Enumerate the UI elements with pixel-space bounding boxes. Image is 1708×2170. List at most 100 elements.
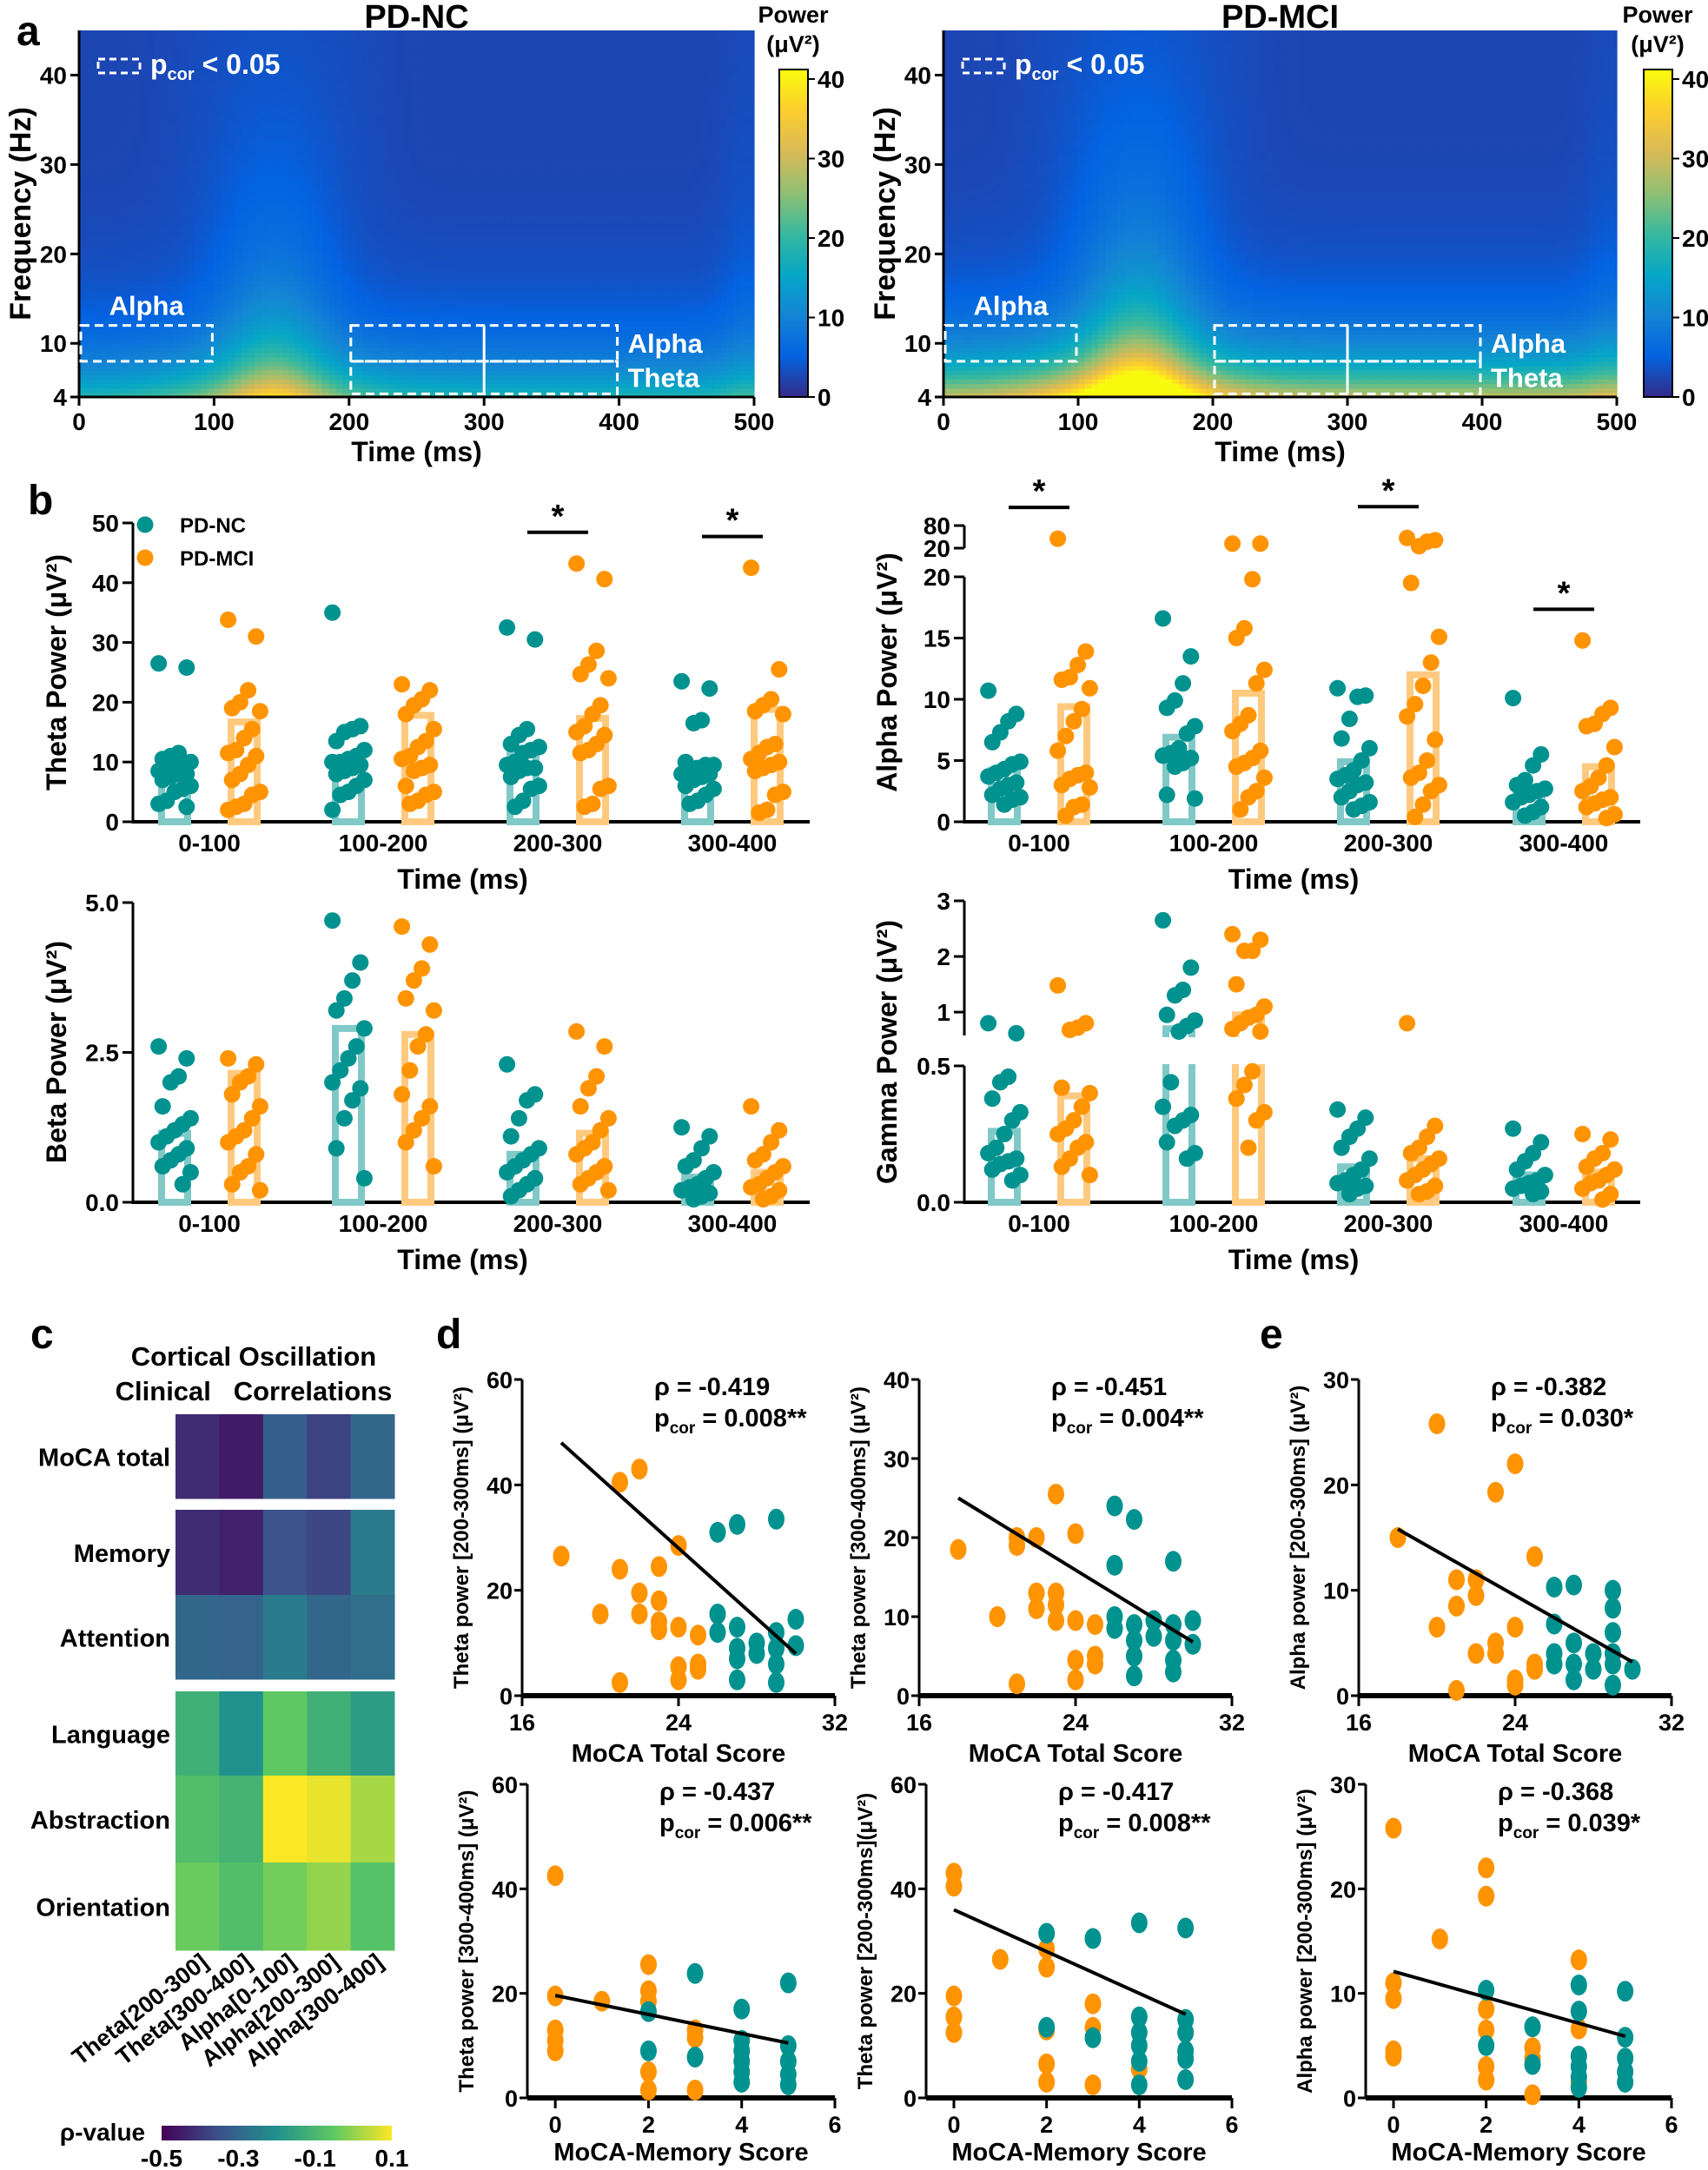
heatmap-cell: [79, 39, 87, 45]
heatmap-cell: [200, 200, 209, 206]
heatmap-cell: [457, 235, 465, 241]
heatmap-cell: [308, 35, 316, 40]
heatmap-cell: [85, 119, 94, 125]
heatmap-cell: [146, 66, 155, 71]
heatmap-cell: [301, 169, 309, 175]
heatmap-cell: [153, 142, 161, 148]
heatmap-cell: [261, 276, 269, 281]
heatmap-cell: [396, 173, 404, 179]
heatmap-cell: [301, 321, 309, 327]
heatmap-cell: [281, 208, 289, 215]
heatmap-cell: [275, 182, 282, 188]
heatmap-cell: [436, 339, 445, 344]
heatmap-cell: [275, 302, 282, 308]
heatmap-cell: [423, 66, 431, 71]
heatmap-cell: [362, 62, 370, 67]
heatmap-cell: [241, 142, 248, 148]
heatmap-cell: [139, 240, 148, 246]
heatmap-cell: [112, 35, 121, 40]
heatmap-cell: [396, 35, 404, 40]
heatmap-cell: [85, 387, 94, 394]
heatmap-cell: [314, 383, 323, 389]
heatmap-cell: [146, 254, 155, 260]
heatmap-cell: [194, 325, 202, 331]
heatmap-cell: [173, 294, 182, 300]
heatmap-cell: [314, 129, 323, 134]
heatmap-cell: [463, 312, 472, 317]
heatmap-cell: [314, 124, 323, 129]
heatmap-cell: [221, 137, 228, 143]
heatmap-cell: [402, 110, 411, 116]
heatmap-cell: [126, 249, 134, 255]
heatmap-cell: [146, 124, 155, 129]
heatmap-cell: [160, 231, 168, 237]
heatmap-cell: [355, 214, 363, 219]
heatmap-cell: [375, 79, 384, 85]
heatmap-cell: [328, 62, 336, 67]
heatmap-cell: [457, 142, 465, 148]
heatmap-cell: [146, 39, 155, 45]
heatmap-cell: [314, 173, 323, 179]
heatmap-cell: [348, 52, 357, 58]
heatmap-cell: [106, 370, 114, 375]
heatmap-cell: [423, 102, 431, 108]
heatmap-cell: [200, 214, 209, 219]
heatmap-cell: [153, 146, 161, 152]
heatmap-cell: [288, 115, 296, 121]
heatmap-cell: [342, 339, 350, 344]
heatmap-cell: [477, 334, 485, 340]
heatmap-cell: [234, 83, 242, 89]
heatmap-cell: [389, 102, 397, 108]
heatmap-cell: [430, 39, 438, 45]
heatmap-cell: [484, 383, 492, 389]
heatmap-cell: [484, 142, 492, 148]
heatmap-cell: [79, 352, 87, 358]
heatmap-cell: [221, 370, 228, 375]
heatmap-cell: [389, 129, 397, 134]
heatmap-cell: [227, 164, 235, 170]
heatmap-cell: [92, 325, 100, 331]
heatmap-cell: [389, 352, 397, 358]
heatmap-cell: [288, 62, 296, 67]
heatmap-cell: [463, 200, 472, 206]
heatmap-cell: [314, 115, 323, 121]
heatmap-cell: [146, 70, 155, 76]
heatmap-cell: [126, 66, 134, 71]
heatmap-cell: [409, 146, 418, 152]
heatmap-cell: [301, 66, 309, 71]
heatmap-cell: [248, 56, 255, 63]
heatmap-cell: [139, 347, 148, 354]
heatmap-cell: [112, 258, 121, 264]
heatmap-cell: [281, 56, 289, 63]
heatmap-cell: [443, 334, 451, 340]
heatmap-cell: [328, 39, 336, 45]
heatmap-cell: [396, 329, 404, 335]
heatmap-cell: [255, 200, 262, 206]
heatmap-cell: [477, 379, 485, 385]
heatmap-cell: [241, 150, 248, 156]
heatmap-cell: [221, 392, 228, 398]
heatmap-cell: [234, 374, 242, 380]
heatmap-cell: [436, 146, 445, 152]
heatmap-cell: [221, 302, 228, 308]
heatmap-cell: [477, 160, 485, 165]
heatmap-cell: [99, 110, 107, 116]
heatmap-cell: [99, 129, 107, 134]
heatmap-cell: [402, 374, 411, 380]
heatmap-cell: [146, 271, 155, 277]
heatmap-cell: [457, 30, 465, 36]
heatmap-cell: [281, 173, 289, 179]
heatmap-cell: [200, 133, 209, 139]
heatmap-cell: [477, 285, 485, 291]
heatmap-cell: [402, 204, 411, 210]
heatmap-cell: [268, 110, 275, 116]
heatmap-cell: [187, 334, 195, 340]
heatmap-cell: [484, 173, 492, 179]
heatmap-cell: [261, 48, 269, 54]
heatmap-cell: [389, 155, 397, 161]
heatmap-cell: [106, 235, 114, 241]
heatmap-cell: [187, 52, 195, 58]
heatmap-cell: [106, 222, 114, 228]
heatmap-cell: [79, 56, 87, 63]
heatmap-cell: [430, 325, 438, 331]
